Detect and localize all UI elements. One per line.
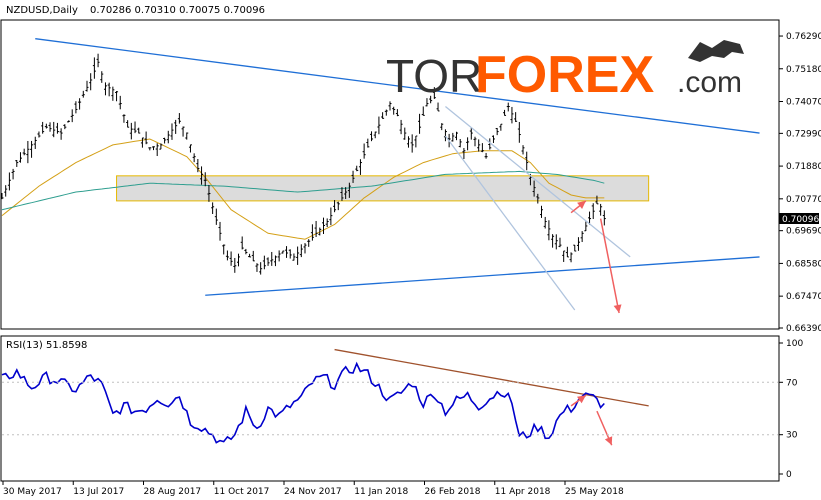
price-arrow-1-head	[577, 200, 586, 210]
date-tick-label: 25 May 2018	[565, 487, 624, 497]
rsi-tick-label: 70	[786, 378, 798, 388]
price-tick-label: 0.70770	[786, 195, 821, 205]
rsi-pane-frame	[0, 335, 780, 482]
time-axis: 30 May 2017 13 Jul 2017 28 Aug 2017 11 Oct …	[2, 481, 624, 497]
current-price-value: 0.70096	[782, 215, 819, 225]
date-tick-label: 11 Oct 2017	[214, 487, 270, 497]
rsi-pane: RSI(13) 51.8598 100 70 30 0	[0, 335, 803, 482]
date-tick-label: 13 Jul 2017	[73, 487, 124, 497]
price-tick-label: 0.69690	[786, 227, 821, 237]
trendline-1	[35, 38, 760, 134]
trendline-3	[445, 106, 631, 258]
rsi-arrows	[570, 394, 613, 446]
torforex-watermark: TOR FOREX .com	[386, 40, 744, 104]
price-tick-label: 0.67470	[786, 292, 821, 302]
ma-fast-line	[1, 138, 605, 240]
watermark-tor: TOR	[386, 50, 482, 102]
watermark-forex: FOREX	[475, 46, 654, 104]
trendline-4	[444, 135, 576, 311]
rsi-series	[1, 361, 605, 444]
chart-symbol-label: NZDUSD,Daily	[6, 5, 78, 16]
date-tick-label: 26 Feb 2018	[425, 487, 481, 497]
trendline-2	[205, 256, 760, 296]
current-price-tag: 0.70096	[779, 213, 819, 225]
price-arrow-2-head	[613, 304, 622, 313]
date-tick-label: 11 Jan 2018	[354, 487, 408, 497]
rsi-tick-label: 100	[786, 339, 803, 349]
price-series	[0, 53, 606, 275]
rsi-arrow-1-head	[577, 395, 586, 404]
ma-slow-line	[1, 170, 605, 211]
price-pane-frame	[0, 19, 780, 330]
price-tick-label: 0.66390	[786, 324, 821, 334]
forecast-arrows	[570, 200, 622, 314]
trendlines	[35, 38, 760, 311]
chart-ohlc-label: 0.70286 0.70310 0.70075 0.70096	[90, 5, 265, 16]
date-tick-label: 11 Apr 2018	[495, 487, 551, 497]
rsi-label: RSI(13) 51.8598	[6, 340, 87, 351]
resistance-zone	[116, 175, 650, 202]
price-y-axis: 0.76290 0.75180 0.74070 0.72990 0.71880 0.707…	[779, 32, 821, 334]
price-tick-label: 0.71880	[786, 162, 821, 172]
price-tick-label: 0.68580	[786, 259, 821, 269]
moving-averages	[1, 138, 605, 240]
price-tick-label: 0.74070	[786, 98, 821, 108]
rsi-trendline-line	[334, 348, 649, 407]
date-tick-label: 28 Aug 2017	[144, 487, 202, 497]
rsi-arrow-2-head	[604, 436, 613, 446]
rsi-line	[1, 361, 605, 444]
price-tick-label: 0.75180	[786, 65, 821, 75]
resistance-zone-rect	[116, 175, 650, 202]
rsi-trendline	[334, 348, 649, 407]
bull-logo-icon	[688, 40, 744, 62]
price-tick-label: 0.76290	[786, 32, 821, 42]
date-tick-label: 30 May 2017	[3, 487, 62, 497]
price-tick-label: 0.72990	[786, 129, 821, 139]
rsi-tick-label: 0	[786, 470, 792, 480]
price-pane: NZDUSD,Daily 0.70286 0.70310 0.70075 0.7…	[0, 5, 821, 334]
rsi-tick-label: 30	[786, 431, 798, 441]
rsi-y-axis: 100 70 30 0	[2, 339, 803, 480]
price-arrow-2	[599, 218, 620, 314]
watermark-com: .com	[677, 66, 742, 99]
date-tick-label: 24 Nov 2017	[284, 487, 342, 497]
